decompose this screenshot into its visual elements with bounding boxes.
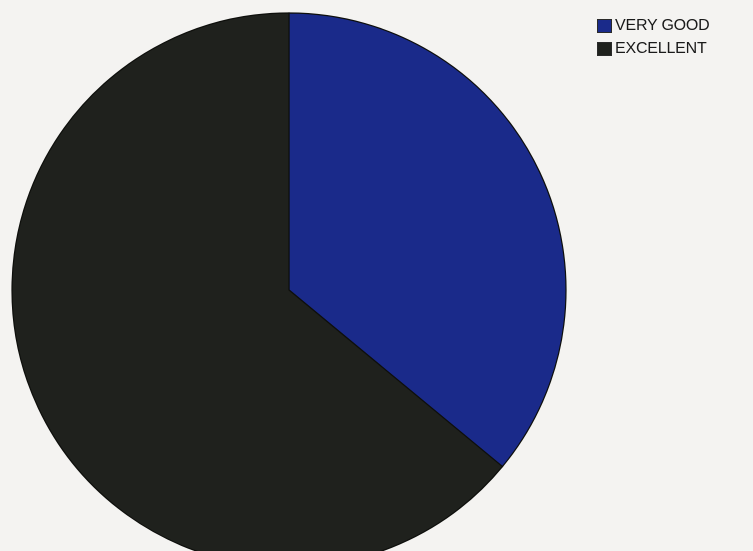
legend-swatch-very-good	[597, 18, 612, 33]
pie-slice-excellent	[11, 12, 504, 551]
legend-label-very-good: VERY GOOD	[615, 16, 710, 34]
legend-item-excellent: EXCELLENT	[597, 39, 710, 58]
legend-label-excellent: EXCELLENT	[615, 39, 707, 57]
legend-item-very-good: VERY GOOD	[597, 16, 710, 35]
legend: VERY GOOD EXCELLENT	[597, 16, 710, 58]
legend-swatch-excellent	[597, 41, 612, 56]
pie-slice-very-good	[288, 12, 567, 468]
pie-slices	[11, 12, 567, 551]
